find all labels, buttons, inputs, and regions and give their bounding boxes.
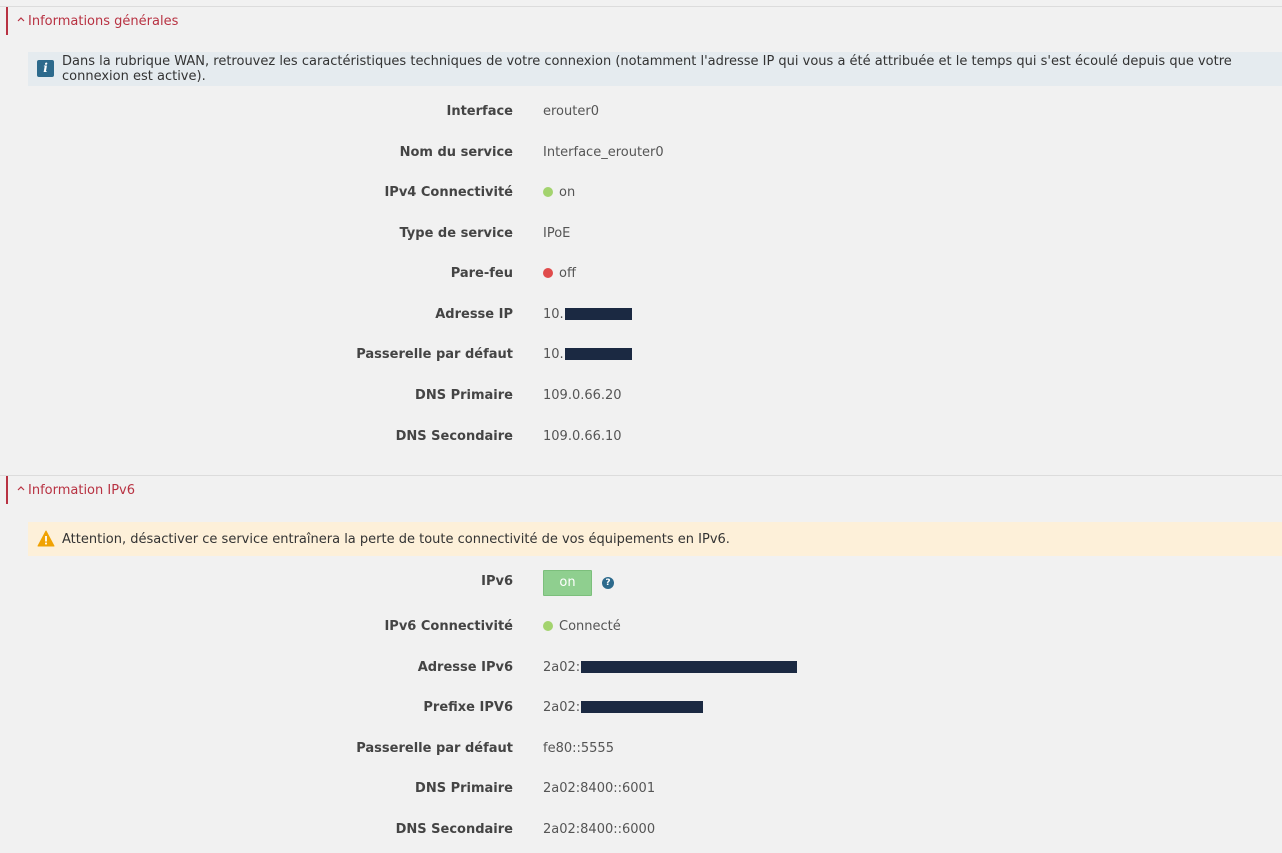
ipv6-address-prefix: 2a02: [543,659,581,675]
value-firewall: off [543,266,576,281]
row-service-name: Nom du service Interface_erouter0 [0,142,1282,162]
row-interface: Interface erouter0 [0,101,1282,121]
value-ipv6-dns-secondary: 2a02:8400::6000 [543,821,656,837]
row-ipv6-connectivity: IPv6 Connectivité Connecté [0,616,1282,636]
warning-icon [37,530,55,548]
row-service-type: Type de service IPoE [0,223,1282,243]
label-default-gateway: Passerelle par défaut [356,346,513,362]
redaction-block [564,348,632,360]
label-dns-primary: DNS Primaire [415,387,513,403]
label-ipv6-gateway: Passerelle par défaut [356,740,513,756]
value-dns-primary: 109.0.66.20 [543,387,622,403]
label-ip-address: Adresse IP [435,306,513,322]
status-dot-green-icon [543,187,553,197]
warning-banner: Attention, désactiver ce service entraîn… [28,522,1282,556]
value-ipv6-address: 2a02: [543,659,798,675]
chevron-up-icon [17,485,26,495]
ipv6-prefix-start: 2a02: [543,699,581,715]
row-dns-primary: DNS Primaire 109.0.66.20 [0,385,1282,405]
label-dns-secondary: DNS Secondaire [395,428,513,444]
ipv6-connectivity-text: Connecté [559,618,621,634]
label-interface: Interface [446,103,514,119]
chevron-up-icon [17,16,26,26]
label-firewall: Pare-feu [450,265,513,281]
section-divider [0,475,1282,476]
info-banner-text: Dans la rubrique WAN, retrouvez les cara… [62,54,1232,84]
label-service-name: Nom du service [399,144,513,160]
value-ipv6-prefix: 2a02: [543,699,704,715]
value-service-name: Interface_erouter0 [543,144,664,160]
row-default-gateway: Passerelle par défaut 10. [0,344,1282,364]
label-ipv4-connectivity: IPv4 Connectivité [384,184,513,200]
row-ipv4-connectivity: IPv4 Connectivité on [0,182,1282,202]
value-ipv6-toggle: on ? [543,570,614,596]
section-title-ipv6: Information IPv6 [28,482,136,498]
row-ipv6-gateway: Passerelle par défaut fe80::5555 [0,738,1282,758]
status-dot-red-icon [543,268,553,278]
value-dns-secondary: 109.0.66.10 [543,428,622,444]
row-dns-secondary: DNS Secondaire 109.0.66.10 [0,426,1282,446]
row-firewall: Pare-feu off [0,263,1282,283]
help-icon[interactable]: ? [602,577,614,589]
value-ip-address: 10. [543,307,632,322]
redaction-block [581,701,704,713]
row-ipv6-address: Adresse IPv6 2a02: [0,657,1282,677]
row-ipv6-toggle: IPv6 on ? [0,570,1282,596]
label-ipv6-connectivity: IPv6 Connectivité [384,618,513,634]
value-interface: erouter0 [543,103,599,119]
label-ipv6-address: Adresse IPv6 [417,659,513,675]
top-divider [0,6,1282,7]
row-ipv6-prefix: Prefixe IPV6 2a02: [0,697,1282,717]
value-ipv6-connectivity: Connecté [543,619,621,634]
row-ipv6-dns-secondary: DNS Secondaire 2a02:8400::6000 [0,819,1282,839]
warning-banner-text: Attention, désactiver ce service entraîn… [62,531,730,547]
label-ipv6-dns-primary: DNS Primaire [415,780,513,796]
value-service-type: IPoE [543,225,571,241]
value-ipv6-dns-primary: 2a02:8400::6001 [543,780,656,796]
label-ipv6-dns-secondary: DNS Secondaire [395,821,513,837]
ip-address-prefix: 10. [543,306,564,322]
label-service-type: Type de service [399,225,513,241]
firewall-status-text: off [559,265,576,281]
ipv6-toggle-button[interactable]: on [543,570,592,596]
section-title-general: Informations générales [28,13,179,29]
label-ipv6: IPv6 [481,573,513,589]
label-ipv6-prefix: Prefixe IPV6 [423,699,513,715]
section-header-general[interactable]: Informations générales [6,7,408,35]
value-ipv6-gateway: fe80::5555 [543,740,614,756]
redaction-block [581,661,798,673]
gateway-prefix: 10. [543,346,564,362]
info-icon: i [37,60,55,78]
row-ip-address: Adresse IP 10. [0,304,1282,324]
ipv4-status-text: on [559,184,576,200]
info-banner: i Dans la rubrique WAN, retrouvez les ca… [28,52,1282,86]
section-header-ipv6[interactable]: Information IPv6 [6,476,408,504]
value-default-gateway: 10. [543,347,632,362]
redaction-block [564,308,632,320]
value-ipv4-connectivity: on [543,185,575,200]
row-ipv6-dns-primary: DNS Primaire 2a02:8400::6001 [0,778,1282,798]
status-dot-green-icon [543,621,553,631]
